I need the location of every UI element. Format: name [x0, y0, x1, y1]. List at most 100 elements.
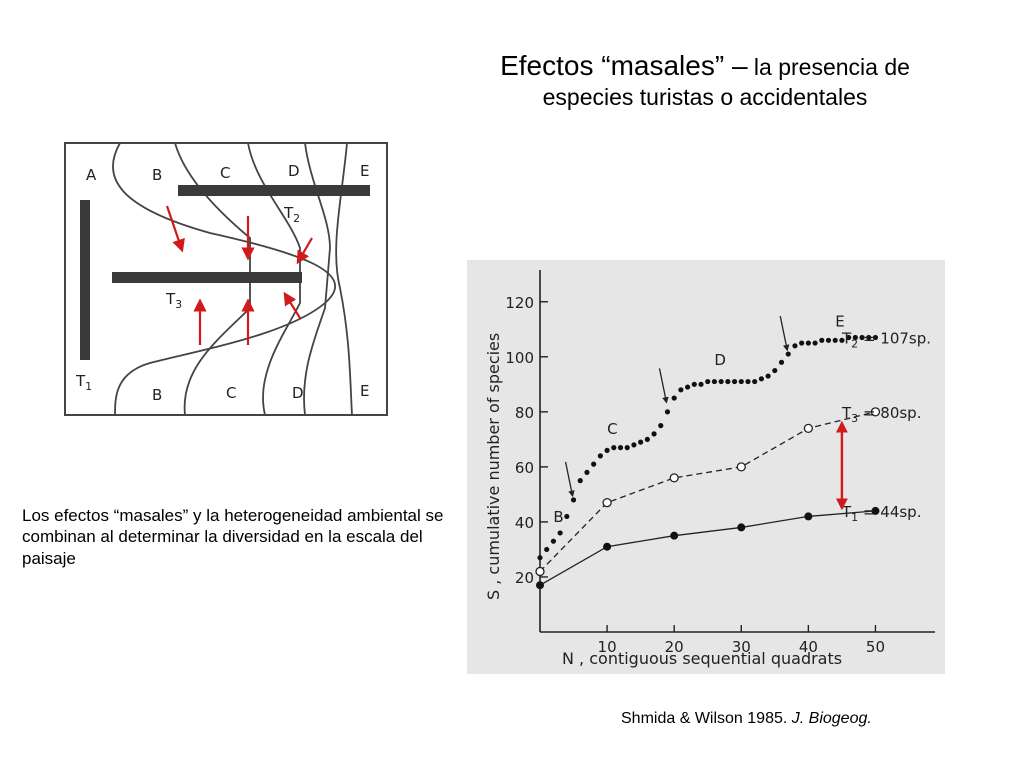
data-point-t2	[638, 439, 644, 445]
series-legend-label: T3 = 80sp.	[841, 404, 921, 425]
data-point-t2	[671, 395, 677, 401]
data-point-t2	[872, 334, 879, 341]
data-point-t1	[871, 506, 880, 515]
data-point-t3	[870, 407, 881, 417]
zone-label-top: B	[152, 166, 162, 184]
y-tick-label: 100	[505, 349, 534, 367]
data-point-t2	[866, 334, 872, 341]
data-point-t2	[691, 381, 697, 387]
data-point-t2	[604, 447, 610, 453]
x-axis-label: N , contiguous sequential quadrats	[562, 649, 842, 668]
data-point-t3	[669, 473, 679, 483]
zone-arrow-icon	[658, 368, 669, 404]
data-point-t2	[617, 445, 624, 451]
data-point-t2	[832, 337, 838, 343]
zone-boundary-ab	[112, 142, 337, 416]
zone-boundary-de	[303, 142, 331, 416]
data-point-t2	[624, 445, 630, 451]
zone-label-top: A	[86, 166, 97, 184]
x-tick-label: 30	[732, 638, 751, 656]
red-arrow-icon	[296, 237, 313, 265]
y-tick-label: 120	[505, 294, 534, 312]
y-tick-label: 80	[515, 404, 534, 422]
chart-marks: T2 = 107sp. T3 = 80sp. T1 = 44sp. B C D E	[535, 313, 931, 590]
zone-label-top: E	[360, 162, 369, 180]
y-tick-label: 20	[515, 569, 534, 587]
series-line-t3	[539, 411, 876, 572]
data-point-t2	[758, 376, 764, 382]
data-point-t2	[792, 343, 798, 349]
red-arrow-icon	[283, 291, 301, 319]
data-point-t2	[819, 337, 825, 343]
data-point-t2	[805, 340, 811, 346]
data-point-t2	[765, 373, 771, 379]
transect-diagram: A B C D E B C D E T2 T3 T1	[64, 142, 388, 416]
data-point-t2	[631, 442, 637, 448]
data-point-t2	[731, 378, 738, 385]
zone-label-bottom: C	[226, 384, 236, 402]
data-point-t2	[718, 378, 724, 385]
data-point-t3	[803, 423, 814, 434]
title-line2: especies turistas o accidentales	[542, 84, 868, 110]
data-point-t2	[698, 381, 704, 387]
data-point-t2	[644, 436, 650, 442]
data-point-t2	[772, 367, 778, 374]
zone-label-top: D	[288, 162, 300, 180]
zone-arrow-icon	[779, 315, 790, 352]
body-text: Los efectos “masales” y la heterogeneida…	[22, 506, 444, 568]
data-point-t2	[597, 453, 603, 459]
data-point-t2	[570, 497, 577, 503]
data-point-t3	[602, 498, 612, 508]
data-point-t2	[785, 351, 791, 357]
data-point-t2	[685, 384, 691, 390]
transect-label-t2: T2	[283, 204, 300, 225]
series-line-t1	[539, 510, 876, 586]
zone-label-top: C	[220, 164, 230, 182]
y-tick-label: 60	[515, 459, 534, 477]
data-point-t2	[584, 469, 590, 475]
data-point-t2	[664, 409, 671, 415]
data-point-t2	[752, 378, 758, 385]
slide-title: Efectos “masales” – la presencia de espe…	[420, 48, 990, 112]
zone-annotation: C	[607, 420, 617, 438]
transect-label-t3: T3	[165, 290, 182, 311]
chart-background	[467, 260, 945, 674]
citation-authors: Shmida & Wilson 1985.	[621, 710, 792, 727]
data-point-t2	[577, 478, 583, 484]
transect-bar-t3	[112, 272, 302, 283]
data-point-t2	[846, 334, 852, 341]
data-point-t2	[778, 359, 785, 365]
zone-label-bottom: E	[360, 382, 369, 400]
citation: Shmida & Wilson 1985. J. Biogeog.	[621, 710, 872, 728]
data-point-t2	[711, 378, 718, 385]
data-point-t2	[557, 530, 563, 536]
red-arrow-icon	[165, 205, 185, 253]
data-point-t2	[725, 378, 731, 385]
x-tick-label: 50	[866, 638, 885, 656]
zone-annotation: E	[835, 313, 844, 331]
data-point-t1	[737, 523, 746, 532]
data-point-t2	[591, 461, 597, 467]
data-point-t1	[603, 542, 612, 551]
species-accumulation-chart: 20 40 60 80 100 120 10 20 30 40 50 N , contiguous s…	[467, 260, 945, 674]
transect-bar-t2	[178, 185, 370, 196]
data-point-t3	[736, 462, 746, 472]
data-point-t1	[804, 512, 813, 521]
data-point-t2	[825, 337, 832, 343]
data-point-t2	[550, 538, 557, 544]
zone-arrow-icon	[564, 461, 575, 498]
x-tick-label: 10	[598, 638, 617, 656]
data-point-t2	[839, 337, 845, 343]
data-point-t1	[670, 531, 679, 540]
zone-label-bottom: D	[292, 384, 304, 402]
data-point-t2	[812, 340, 818, 346]
data-point-t2	[651, 431, 657, 437]
data-point-t2	[852, 334, 858, 341]
data-point-t2	[738, 378, 744, 385]
x-tick-label: 40	[799, 638, 818, 656]
series-legend-label: T2 = 107sp.	[841, 330, 931, 351]
chart-axes: 20 40 60 80 100 120 10 20 30 40 50 N , contiguous s…	[484, 270, 935, 668]
data-point-t2	[544, 546, 550, 553]
data-point-t2	[678, 387, 684, 393]
data-point-t2	[859, 334, 865, 341]
